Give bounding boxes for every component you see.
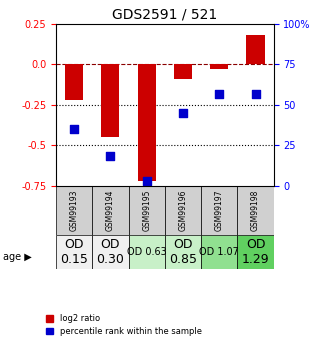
FancyBboxPatch shape (56, 235, 92, 269)
Text: OD
0.85: OD 0.85 (169, 238, 197, 266)
Text: GSM99193: GSM99193 (70, 189, 79, 231)
Text: OD
1.29: OD 1.29 (242, 238, 269, 266)
Bar (174, 65, 192, 79)
Text: age ▶: age ▶ (3, 252, 32, 262)
FancyBboxPatch shape (237, 186, 274, 235)
Text: OD 1.07: OD 1.07 (199, 247, 239, 257)
Bar (101, 65, 119, 137)
Bar (65, 65, 83, 100)
FancyBboxPatch shape (92, 235, 128, 269)
FancyBboxPatch shape (128, 186, 165, 235)
FancyBboxPatch shape (92, 186, 128, 235)
FancyBboxPatch shape (165, 235, 201, 269)
FancyBboxPatch shape (201, 235, 237, 269)
FancyBboxPatch shape (201, 186, 237, 235)
Bar (210, 65, 228, 69)
Text: GSM99198: GSM99198 (251, 189, 260, 231)
Text: GSM99196: GSM99196 (179, 189, 188, 231)
FancyBboxPatch shape (237, 235, 274, 269)
Text: GSM99194: GSM99194 (106, 189, 115, 231)
Bar (137, 65, 156, 181)
Title: GDS2591 / 521: GDS2591 / 521 (112, 8, 217, 22)
Point (253, 91, 258, 96)
Point (144, 178, 149, 184)
FancyBboxPatch shape (56, 186, 92, 235)
Text: OD
0.30: OD 0.30 (96, 238, 124, 266)
Text: GSM99195: GSM99195 (142, 189, 151, 231)
Bar (246, 36, 265, 65)
Text: OD 0.63: OD 0.63 (127, 247, 167, 257)
FancyBboxPatch shape (128, 235, 165, 269)
Point (72, 126, 77, 132)
Text: OD
0.15: OD 0.15 (60, 238, 88, 266)
Point (108, 154, 113, 159)
Legend: log2 ratio, percentile rank within the sample: log2 ratio, percentile rank within the s… (44, 313, 203, 337)
FancyBboxPatch shape (165, 186, 201, 235)
Point (180, 110, 185, 116)
Text: GSM99197: GSM99197 (215, 189, 224, 231)
Point (217, 91, 222, 96)
